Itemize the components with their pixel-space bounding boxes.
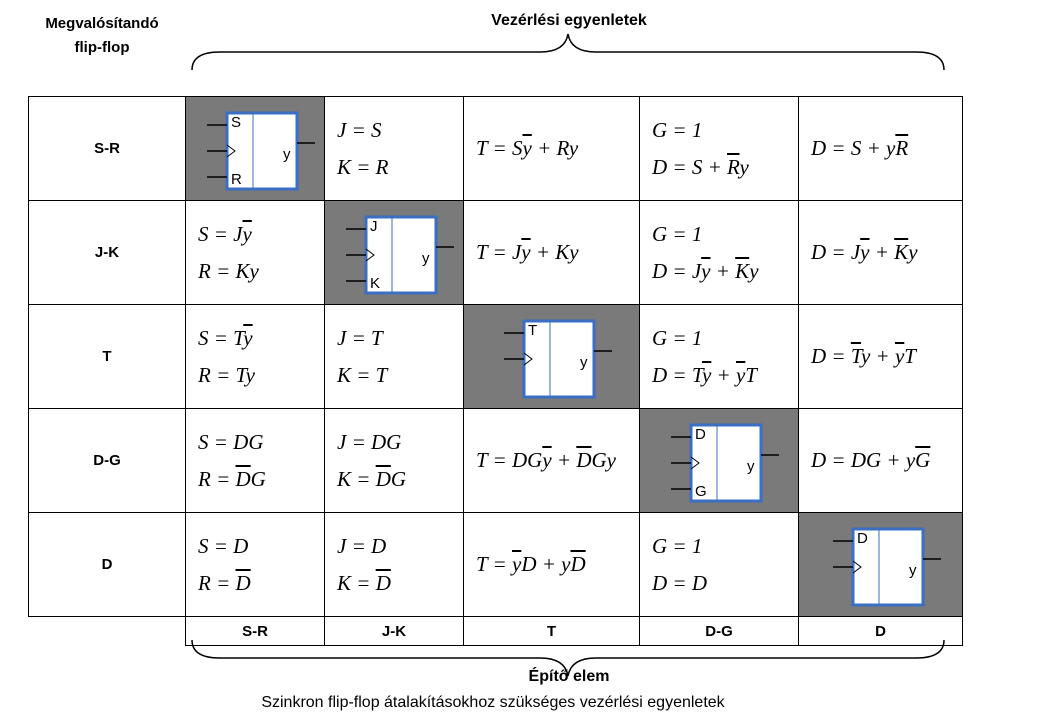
table-row: J-K S = Jy R = Ky J K y T = Jy + Ky G = [28, 200, 963, 305]
equation: D = Jy + Ky [811, 240, 918, 264]
equation: T = DGy + DGy [476, 448, 616, 472]
row-axis-title: Megvalósítandó flip-flop [22, 12, 182, 60]
row-header: J-K [28, 200, 186, 305]
equation-cell: T = Sy + Ry [463, 96, 640, 201]
equation-cell: J = D K = D [324, 512, 464, 617]
equation: K = D [337, 570, 391, 595]
figure-caption: Szinkron flip-flop átalakításokhoz szüks… [261, 694, 725, 711]
equation-cell: T = Jy + Ky [463, 200, 640, 305]
symbol-output-label: y [909, 562, 917, 579]
equation-cell: G = 1 D = S + Ry [639, 96, 799, 201]
column-group-title: Vezérlési egyenletek [491, 12, 647, 29]
equation-cell: T = yD + yD [463, 512, 640, 617]
flipflop-symbol-dg: D G y [639, 408, 799, 513]
symbol-output-label: y [580, 354, 588, 371]
equation-cell: J = S K = R [324, 96, 464, 201]
equation-cell: G = 1 D = Ty + yT [639, 304, 799, 409]
column-label: D [798, 616, 963, 646]
row-axis-title-line2: flip-flop [74, 39, 130, 56]
equation: T = Jy + Ky [476, 240, 579, 264]
equation-cell: D = Jy + Ky [798, 200, 963, 305]
symbol-output-label: y [283, 146, 291, 163]
equation-cell: G = 1 D = D [639, 512, 799, 617]
row-header: S-R [28, 96, 186, 201]
flipflop-symbol-d: D y [798, 512, 963, 617]
equation: S = Jy [198, 221, 252, 246]
equation: S = DG [198, 429, 264, 454]
top-brace [191, 33, 945, 71]
equation-cell: G = 1 D = Jy + Ky [639, 200, 799, 305]
symbol-input-label: J [370, 218, 378, 235]
equation: D = D [652, 570, 708, 595]
table-row: T S = Ty R = Ty J = T K = T T y G = 1 D … [28, 304, 963, 409]
column-footer-row: S-R J-K T D-G D [29, 616, 963, 646]
equation: T = Sy + Ry [476, 136, 579, 160]
equation: J = DG [337, 429, 402, 454]
row-header: D [28, 512, 186, 617]
equation-cell: S = Ty R = Ty [185, 304, 325, 409]
equation-cell: S = DG R = DG [185, 408, 325, 513]
symbol-input-label: G [695, 483, 707, 500]
symbol-input-label: R [231, 171, 242, 188]
equation: K = R [337, 154, 389, 179]
symbol-input-label: S [231, 114, 241, 131]
equation: K = DG [337, 466, 407, 491]
equation: R = Ty [198, 362, 255, 387]
equation-cell: J = DG K = DG [324, 408, 464, 513]
equation: D = S + yR [811, 136, 909, 160]
symbol-output-label: y [747, 458, 755, 475]
equation: D = Ty + yT [652, 362, 757, 387]
equation: R = DG [198, 466, 266, 491]
equation-cell: S = D R = D [185, 512, 325, 617]
column-label: T [463, 616, 640, 646]
equation: G = 1 [652, 533, 703, 558]
row-axis-title-line1: Megvalósítandó [45, 15, 159, 32]
equation: K = T [337, 362, 388, 387]
equation-cell: S = Jy R = Ky [185, 200, 325, 305]
column-axis-title: Építő elem [528, 668, 610, 685]
equation-cell: J = T K = T [324, 304, 464, 409]
symbol-input-label: T [528, 322, 537, 339]
equation: D = S + Ry [652, 154, 749, 179]
equation: J = S [337, 117, 382, 142]
equation: D = DG + yG [811, 448, 931, 472]
symbol-input-label: D [695, 426, 706, 443]
equation: G = 1 [652, 221, 703, 246]
symbol-output-label: y [422, 250, 430, 267]
equation: G = 1 [652, 117, 703, 142]
equation-cell: D = Ty + yT [798, 304, 963, 409]
conversion-table: S-R S R y J = S K = R T = Sy + Ry G = 1 [28, 96, 963, 646]
equation: J = D [337, 533, 387, 558]
equation: T = yD + yD [476, 552, 586, 576]
symbol-input-label: D [857, 530, 868, 547]
bottom-brace [191, 639, 945, 677]
equation: G = 1 [652, 325, 703, 350]
equation: R = D [198, 570, 251, 595]
row-header: D-G [28, 408, 186, 513]
table-row: S-R S R y J = S K = R T = Sy + Ry G = 1 [28, 96, 963, 201]
equation: R = Ky [198, 258, 259, 283]
flipflop-symbol-t: T y [463, 304, 640, 409]
equation-cell: D = S + yR [798, 96, 963, 201]
symbol-input-label: K [370, 275, 380, 292]
equation-cell: D = DG + yG [798, 408, 963, 513]
equation: D = Ty + yT [811, 344, 916, 368]
row-header: T [28, 304, 186, 409]
table-row: D-G S = DG R = DG J = DG K = DG T = DGy … [28, 408, 963, 513]
equation: J = T [337, 325, 383, 350]
column-label: S-R [185, 616, 325, 646]
column-label: J-K [324, 616, 464, 646]
table-row: D S = D R = D J = D K = D T = yD + yD G … [28, 512, 963, 617]
equation: S = Ty [198, 325, 253, 350]
equation: S = D [198, 533, 249, 558]
flipflop-symbol-sr: S R y [185, 96, 325, 201]
flipflop-symbol-jk: J K y [324, 200, 464, 305]
equation: D = Jy + Ky [652, 258, 759, 283]
footer-spacer [29, 617, 186, 646]
equation-cell: T = DGy + DGy [463, 408, 640, 513]
